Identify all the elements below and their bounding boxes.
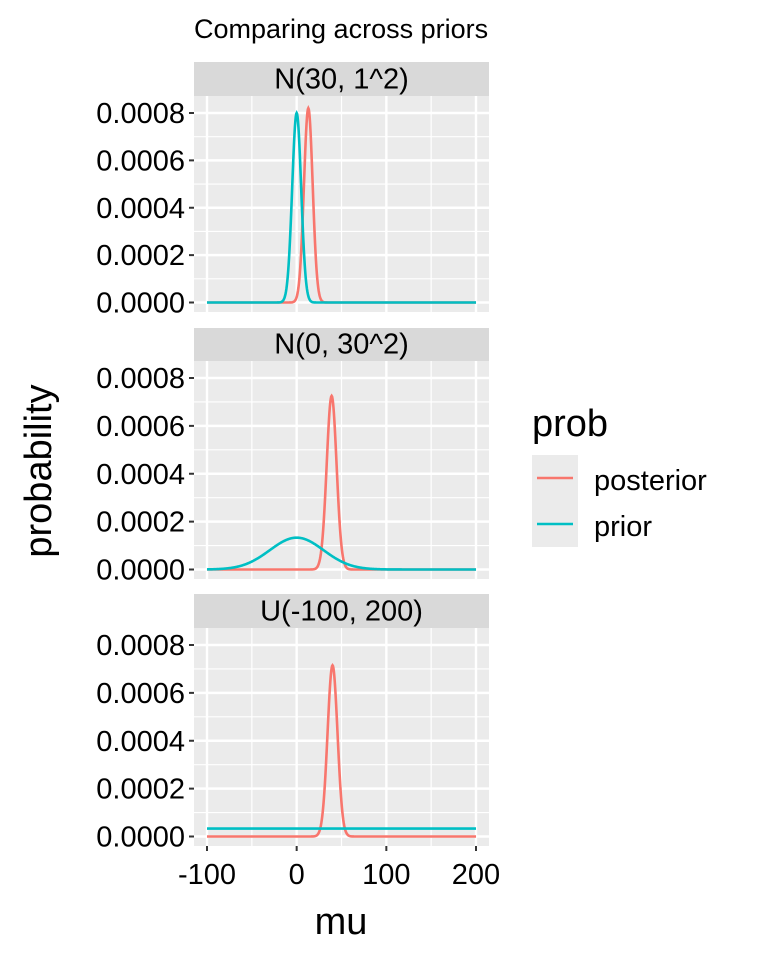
legend: prob posterior prior (532, 403, 707, 547)
y-tick-label: 0.0004 (96, 726, 185, 758)
facet-panel-0: N(30, 1^2) 0.0000 0.0002 0.0004 0.0006 0.0008 (96, 62, 489, 320)
facet-panel-2: U(-100, 200) 0.0000 0.0002 0.0004 0.0006 0.00… (96, 594, 500, 891)
facet-strip-label: N(0, 30^2) (274, 329, 409, 361)
x-axis-label: mu (315, 901, 368, 943)
y-tick-label: 0.0000 (96, 555, 185, 587)
facet-strip (194, 594, 489, 628)
y-tick-label: 0.0000 (96, 288, 185, 320)
facet-strip (194, 328, 489, 361)
y-tick-label: 0.0002 (96, 774, 185, 806)
y-tick-label: 0.0008 (96, 98, 185, 130)
x-tick-label: 200 (452, 859, 500, 891)
series-line-prior (207, 109, 476, 304)
y-axis-label: probability (18, 384, 60, 557)
facet-strip-label: U(-100, 200) (260, 596, 423, 628)
y-tick-label: 0.0002 (96, 507, 185, 539)
series-line-prior (206, 536, 476, 571)
y-tick-label: 0.0006 (96, 411, 185, 443)
facet-panel-1: N(0, 30^2) 0.0000 0.0002 0.0004 0.0006 0.0008 (96, 328, 489, 587)
x-tick-label: -100 (178, 859, 236, 891)
legend-entry-posterior: posterior (532, 455, 707, 501)
chart-title: Comparing across priors (194, 14, 488, 44)
y-tick-label: 0.0006 (96, 145, 185, 177)
legend-entry-prior: prior (532, 501, 652, 547)
legend-label-posterior: posterior (594, 465, 707, 497)
y-tick-label: 0.0004 (96, 193, 185, 225)
facet-strip-label: N(30, 1^2) (274, 64, 409, 96)
y-tick-label: 0.0008 (96, 363, 185, 395)
legend-title: prob (532, 403, 608, 445)
y-tick-label: 0.0002 (96, 240, 185, 272)
x-tick-label: 100 (362, 859, 410, 891)
y-tick-label: 0.0004 (96, 459, 185, 491)
series-line-posterior (207, 662, 476, 838)
facet-strip (194, 62, 489, 96)
legend-label-prior: prior (594, 511, 652, 543)
y-tick-label: 0.0006 (96, 678, 185, 710)
x-tick-label: 0 (289, 859, 305, 891)
y-tick-label: 0.0008 (96, 630, 185, 662)
y-tick-label: 0.0000 (96, 822, 185, 854)
